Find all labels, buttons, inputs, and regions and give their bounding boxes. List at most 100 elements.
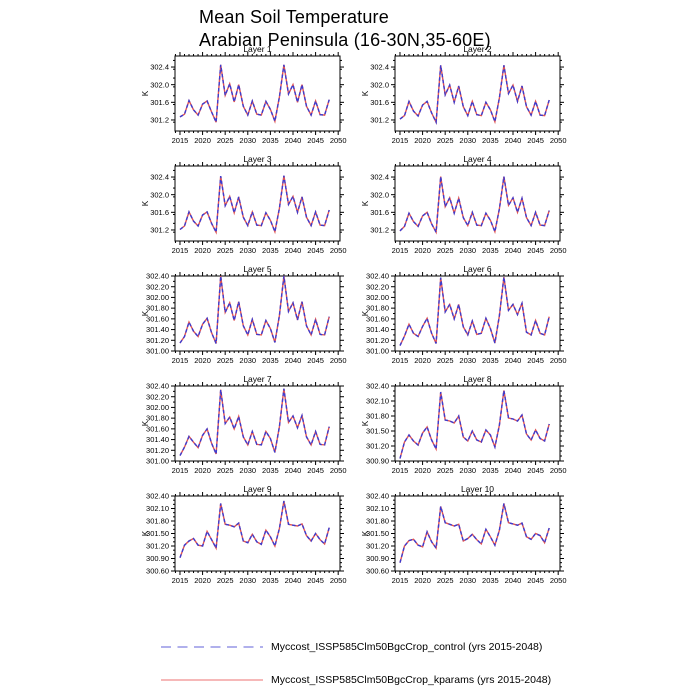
x-tick-label: 2025 — [217, 246, 234, 255]
control-line — [399, 176, 550, 235]
x-tick-label: 2050 — [550, 246, 567, 255]
y-tick-label: 301.40 — [146, 325, 169, 334]
kparams-line — [179, 64, 330, 124]
y-tick-label: 301.20 — [146, 542, 169, 551]
x-tick-label: 2050 — [330, 136, 347, 145]
layer-panel-10: Layer 10 2015 2020 2025 2030 2035 2040 2045 2050… — [361, 484, 567, 585]
y-tick-label: 300.60 — [146, 567, 169, 576]
kparams-line — [179, 175, 330, 235]
x-tick-label: 2040 — [285, 576, 302, 585]
y-tick-label: 301.50 — [146, 529, 169, 538]
x-tick-label: 2030 — [239, 466, 256, 475]
y-tick-label: 301.50 — [366, 427, 389, 436]
y-tick-label: 302.0 — [150, 80, 169, 89]
x-tick-label: 2015 — [392, 466, 409, 475]
y-tick-label: 301.00 — [146, 457, 169, 466]
y-tick-label: 301.00 — [146, 347, 169, 356]
panel-title: Layer 8 — [463, 374, 492, 384]
layer-panel-6: Layer 6 2015 2020 2025 2030 2035 2040 2045 2050 3… — [361, 264, 567, 365]
x-tick-label: 2040 — [285, 246, 302, 255]
x-tick-label: 2025 — [437, 576, 454, 585]
y-tick-label: 301.80 — [366, 517, 389, 526]
y-tick-label: 300.60 — [366, 567, 389, 576]
x-tick-label: 2035 — [482, 136, 499, 145]
x-tick-label: 2025 — [217, 576, 234, 585]
layer-panel-2: Layer 2 2015 2020 2025 2030 2035 2040 2045 2050 3… — [361, 44, 567, 145]
x-tick-label: 2035 — [262, 356, 279, 365]
x-tick-label: 2045 — [527, 576, 544, 585]
x-tick-label: 2045 — [527, 246, 544, 255]
y-tick-label: 302.20 — [146, 282, 169, 291]
kparams-line — [399, 277, 550, 346]
x-tick-label: 2015 — [172, 576, 189, 585]
x-tick-label: 2020 — [414, 356, 431, 365]
control-line — [179, 500, 330, 558]
y-tick-label: 301.80 — [366, 304, 389, 313]
x-tick-label: 2035 — [482, 356, 499, 365]
panel-title: Layer 2 — [463, 44, 492, 54]
x-tick-label: 2025 — [437, 356, 454, 365]
control-line — [179, 64, 330, 124]
chart-title-line1: Mean Soil Temperature — [199, 7, 389, 27]
x-tick-label: 2030 — [459, 356, 476, 365]
x-tick-label: 2040 — [505, 576, 522, 585]
y-tick-label: 301.00 — [366, 347, 389, 356]
panel-title: Layer 4 — [463, 154, 492, 164]
panel-title: Layer 3 — [243, 154, 272, 164]
y-axis-label: K — [141, 200, 150, 206]
y-tick-label: 302.40 — [366, 492, 389, 501]
control-line — [179, 275, 330, 344]
x-tick-label: 2040 — [285, 466, 302, 475]
y-axis-label: K — [141, 420, 150, 426]
control-line — [179, 175, 330, 235]
y-tick-label: 302.10 — [366, 397, 389, 406]
y-axis-label: K — [141, 90, 150, 96]
x-tick-label: 2050 — [550, 136, 567, 145]
chart-title: Mean Soil Temperature Arabian Peninsula … — [199, 6, 491, 52]
x-tick-label: 2035 — [262, 466, 279, 475]
y-tick-label: 301.6 — [370, 208, 389, 217]
y-tick-label: 302.10 — [146, 504, 169, 513]
x-tick-label: 2035 — [262, 576, 279, 585]
y-tick-label: 301.60 — [146, 424, 169, 433]
x-tick-label: 2040 — [505, 356, 522, 365]
x-tick-label: 2050 — [550, 466, 567, 475]
y-axis-label: K — [361, 310, 370, 316]
x-tick-label: 2035 — [482, 466, 499, 475]
y-tick-label: 301.20 — [366, 442, 389, 451]
x-tick-label: 2050 — [550, 576, 567, 585]
y-tick-label: 301.80 — [146, 414, 169, 423]
layer-panel-1: Layer 1 2015 2020 2025 2030 2035 2040 2045 2050 3… — [141, 44, 347, 145]
control-line — [399, 277, 550, 346]
y-tick-label: 302.00 — [366, 293, 389, 302]
y-tick-label: 302.4 — [370, 63, 389, 72]
y-tick-label: 301.60 — [146, 314, 169, 323]
x-tick-label: 2025 — [217, 466, 234, 475]
y-tick-label: 301.80 — [146, 304, 169, 313]
panel-title: Layer 10 — [461, 484, 494, 494]
panel-title: Layer 7 — [243, 374, 272, 384]
x-tick-label: 2025 — [437, 466, 454, 475]
y-tick-label: 301.60 — [366, 314, 389, 323]
x-tick-label: 2015 — [172, 136, 189, 145]
y-axis-label: K — [141, 530, 150, 536]
y-tick-label: 302.20 — [366, 282, 389, 291]
panel-title: Layer 5 — [243, 264, 272, 274]
kparams-line — [179, 275, 330, 344]
dashed-line-swatch — [161, 646, 263, 648]
x-tick-label: 2030 — [239, 576, 256, 585]
y-tick-label: 302.4 — [150, 63, 169, 72]
x-tick-label: 2045 — [307, 466, 324, 475]
kparams-line — [399, 503, 550, 563]
y-tick-label: 302.4 — [150, 173, 169, 182]
y-tick-label: 301.80 — [366, 412, 389, 421]
solid-line-swatch — [161, 679, 263, 681]
x-tick-label: 2045 — [307, 246, 324, 255]
layer-panel-5: Layer 5 2015 2020 2025 2030 2035 2040 2045 2050 3… — [141, 264, 347, 365]
kparams-line — [179, 388, 330, 456]
y-tick-label: 301.20 — [146, 446, 169, 455]
panel-title: Layer 6 — [463, 264, 492, 274]
x-tick-label: 2025 — [217, 136, 234, 145]
y-axis-label: K — [361, 420, 370, 426]
